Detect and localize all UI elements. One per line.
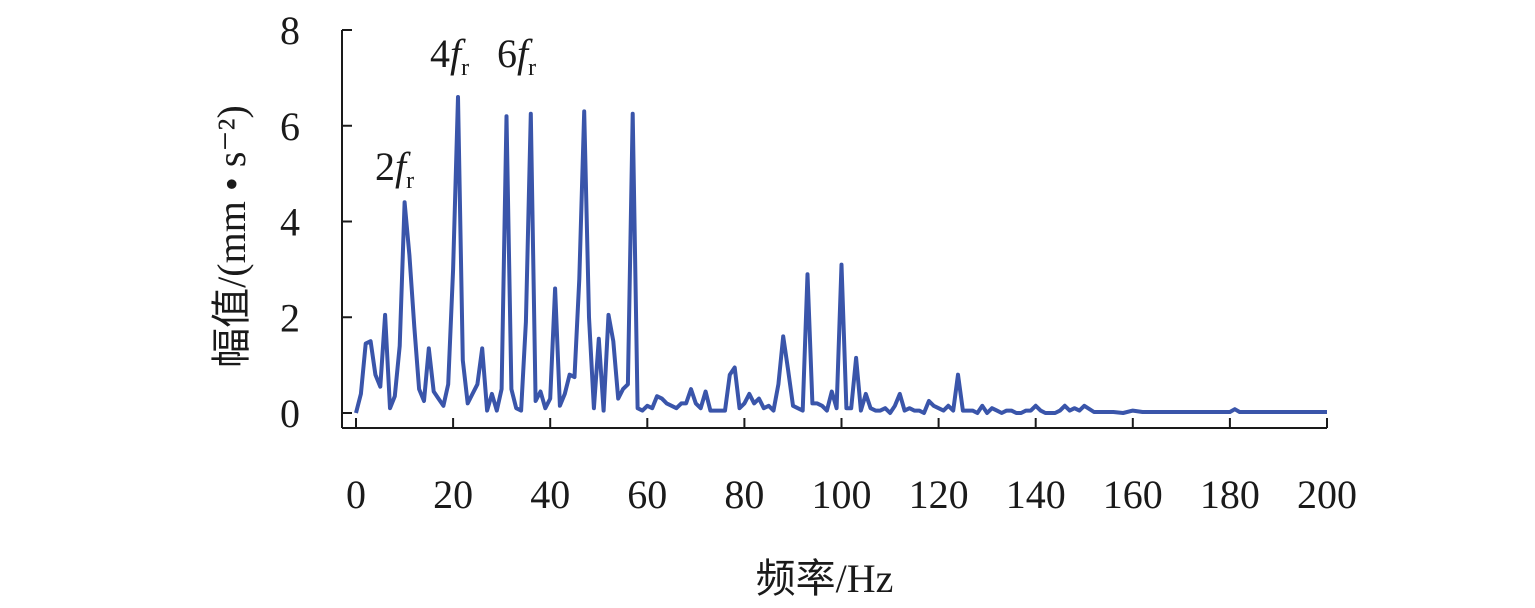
x-tick-label: 60: [627, 472, 667, 517]
axes: [341, 30, 1327, 429]
peak-annotation: 4fr: [430, 31, 469, 81]
x-tick-label: 100: [812, 472, 872, 517]
y-tick-label: 2: [280, 295, 300, 340]
y-tick-label: 8: [280, 8, 300, 53]
x-tick-label: 160: [1103, 472, 1163, 517]
peak-annotation: 6fr: [497, 31, 536, 81]
x-ticks: 0 20 40 60 80 100 120 140 160 180 200: [346, 418, 1357, 517]
x-tick-label: 80: [724, 472, 764, 517]
y-tick-label: 4: [280, 200, 300, 245]
peak-annotation: 2fr: [375, 144, 414, 194]
y-ticks: 0 2 4 6 8: [280, 8, 352, 436]
x-tick-label: 180: [1200, 472, 1260, 517]
y-tick-label: 6: [280, 104, 300, 149]
x-tick-label: 140: [1006, 472, 1066, 517]
x-axis-title: 频率/Hz: [756, 556, 894, 601]
x-tick-label: 120: [909, 472, 969, 517]
y-axis-title: 幅值/(mm • s⁻²): [209, 105, 254, 368]
series-layer: [354, 95, 1327, 415]
y-tick-label: 0: [280, 391, 300, 436]
x-tick-label: 200: [1297, 472, 1357, 517]
series-line: [354, 95, 1327, 415]
x-tick-label: 0: [346, 472, 366, 517]
x-tick-label: 20: [433, 472, 473, 517]
x-tick-label: 40: [530, 472, 570, 517]
